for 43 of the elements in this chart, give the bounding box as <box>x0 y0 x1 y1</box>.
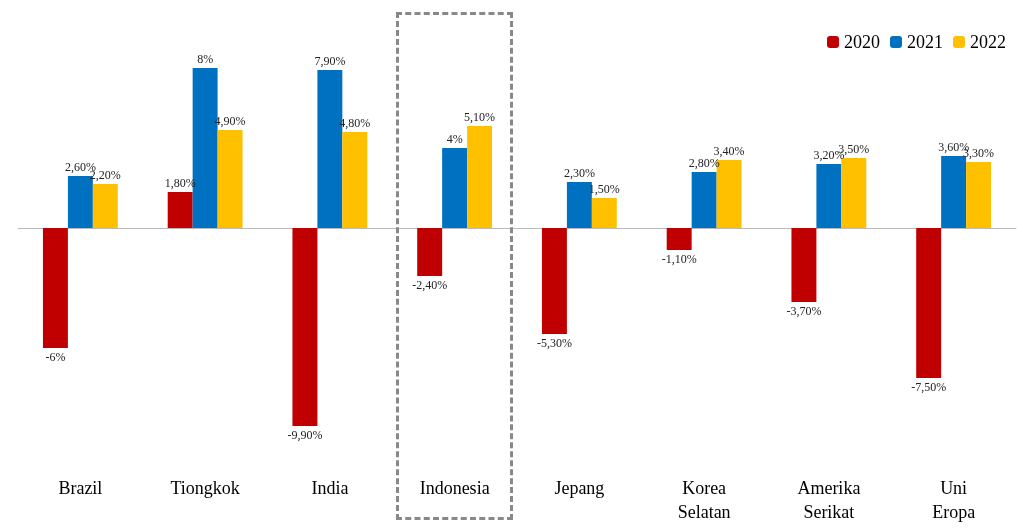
data-label: -2,40% <box>412 278 448 292</box>
bar <box>566 182 592 228</box>
legend-label: 2021 <box>907 32 943 52</box>
data-label: -5,30% <box>536 336 572 350</box>
data-label: 2,30% <box>563 166 595 180</box>
bar <box>442 148 468 228</box>
x-tick-label: Korea Selatan <box>677 478 731 522</box>
bar <box>541 228 567 334</box>
bar <box>666 228 692 250</box>
bar <box>966 162 992 228</box>
bar <box>92 184 118 228</box>
bar <box>791 228 817 302</box>
bar <box>42 228 68 348</box>
x-tick-label: Amerika Serikat <box>797 478 861 522</box>
bar <box>342 132 368 228</box>
data-label: 8% <box>197 52 214 66</box>
data-label: 5,10% <box>464 110 496 124</box>
x-tick-label: Brazil <box>58 478 103 498</box>
data-label: 7,90% <box>314 54 346 68</box>
bar <box>417 228 443 276</box>
legend-label: 2020 <box>844 32 880 52</box>
data-label: -6% <box>45 350 66 364</box>
data-label: 4% <box>446 132 463 146</box>
bar <box>167 192 193 228</box>
x-tick-label: Uni Eropa <box>932 478 976 522</box>
data-label: -9,90% <box>287 428 323 442</box>
bar <box>816 164 842 228</box>
bar <box>691 172 717 228</box>
bar <box>217 130 243 228</box>
x-tick-label: Jepang <box>554 478 605 498</box>
legend-label: 2022 <box>970 32 1006 52</box>
bar <box>591 198 617 228</box>
x-tick-label: India <box>311 478 349 498</box>
data-label: 2,60% <box>64 160 96 174</box>
data-label: 3,40% <box>713 144 745 158</box>
data-label: -7,50% <box>911 380 947 394</box>
x-tick-label: Tiongkok <box>170 478 240 498</box>
bar <box>916 228 942 378</box>
bar <box>467 126 493 228</box>
data-label: -3,70% <box>786 304 822 318</box>
x-tick-label: Indonesia <box>419 478 490 498</box>
data-label: -1,10% <box>661 252 697 266</box>
bar <box>292 228 318 426</box>
